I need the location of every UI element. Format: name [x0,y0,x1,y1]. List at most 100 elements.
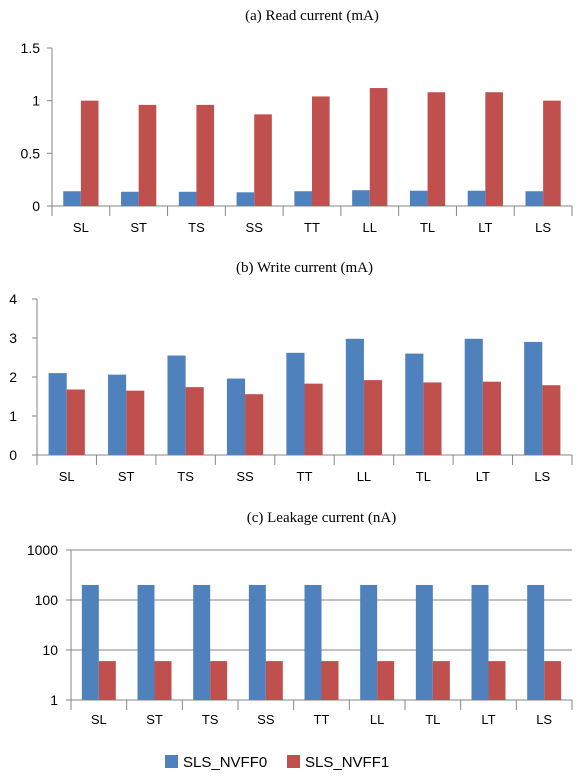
bar-series0-LS [525,191,544,206]
bar-series1-LS [542,385,561,455]
bar-series1-LS [543,100,561,206]
bar-series1-TT [321,661,339,700]
bar-series1-TT [312,96,330,206]
bar-series1-ST [138,104,157,206]
bar-series0-LL [345,338,364,455]
x-tick-label: TS [177,469,194,484]
bar-series0-ST [108,374,127,455]
bar-series1-SS [265,661,283,700]
y-tick-label: 1.5 [21,40,41,56]
subplot-1: (b) Write current (mA) 0 1 2 3 4 SL ST TS SS TT LL T… [9,260,573,484]
x-tick-label: ST [118,469,135,484]
chart-title: (a) Read current (mA) [245,8,379,24]
x-tick-label: ST [146,712,163,727]
bar-series0-SS [226,378,246,455]
bar-series1-TL [423,382,442,455]
x-tick-label: LL [363,220,377,235]
y-tick-label: 1000 [27,542,58,558]
bar-series1-TS [210,661,228,700]
x-tick-label: LS [535,220,551,235]
bar-series1-SL [80,100,99,206]
bar-series1-SL [66,389,85,455]
x-tick-label: LT [481,712,495,727]
x-tick-label: TL [420,220,435,235]
bar-series0-LS [524,341,543,455]
x-tick-label: LL [370,712,384,727]
chart-title: (c) Leakage current (nA) [247,510,397,526]
legend-label-series0: SLS_NVFF0 [183,754,267,771]
bar-series0-SS [236,192,255,206]
bar-series1-TL [427,92,446,206]
x-tick-label: SS [246,220,264,235]
x-tick-label: LS [534,469,550,484]
x-tick-label: SL [91,712,107,727]
subplot-0: (a) Read current (mA) 0 0.5 1 1.5 SL ST TS SS TT L… [21,8,573,235]
x-tick-label: LL [357,469,371,484]
bar-series0-TS [178,191,197,206]
x-tick-label: SS [257,712,275,727]
bar-series1-TL [432,661,450,700]
legend: SLS_NVFF0 SLS_NVFF1 [165,754,389,771]
x-tick-label: ST [130,220,147,235]
bar-series0-SL [81,584,99,700]
x-tick-label: TS [188,220,205,235]
bar-series0-TL [415,584,433,700]
x-tick-label: TT [297,469,313,484]
y-tick-label: 1 [32,93,40,109]
bar-series0-TS [167,355,186,455]
x-tick-label: TT [314,712,330,727]
y-tick-label: 0 [32,198,40,214]
y-tick-label: 0 [9,447,17,463]
bar-series1-TS [196,104,215,206]
bar-series0-LT [471,584,489,700]
bar-series0-LT [467,190,486,206]
x-tick-label: LT [478,220,492,235]
bar-series0-SS [248,584,266,700]
bar-series1-ST [154,661,172,700]
bar-series0-TT [286,352,305,455]
x-tick-label: LS [536,712,552,727]
bar-series1-SS [254,114,272,206]
x-tick-label: SS [236,469,254,484]
bar-series1-LL [377,661,395,700]
bar-series1-LL [369,88,388,206]
y-tick-label: 4 [9,291,17,307]
bar-series1-SS [245,394,264,455]
x-tick-label: TL [416,469,431,484]
bar-series0-TS [193,584,211,700]
legend-swatch-series1 [287,755,300,768]
subplots: (a) Read current (mA) 0 0.5 1 1.5 SL ST TS SS TT L… [9,8,573,727]
bar-series0-ST [137,584,155,700]
bar-series0-ST [121,191,139,206]
chart-title: (b) Write current (mA) [236,260,373,276]
legend-label-series1: SLS_NVFF1 [305,754,389,771]
legend-swatch-series0 [165,755,178,768]
bar-series1-ST [126,390,145,455]
y-tick-label: 1 [50,692,58,708]
x-tick-label: LT [476,469,490,484]
bar-series0-TT [294,191,312,206]
y-tick-label: 1 [9,408,17,424]
x-tick-label: SL [59,469,75,484]
bar-series0-LL [360,584,378,700]
bar-series0-TL [409,190,428,206]
y-tick-label: 0.5 [21,145,41,161]
bar-series0-TT [304,584,322,700]
bar-series0-SL [48,373,67,455]
x-tick-label: TL [425,712,440,727]
bar-series1-LT [485,92,503,206]
subplot-2: (c) Leakage current (nA) 1 10 100 1000 SL ST TS… [27,510,573,727]
bar-series0-LT [464,338,483,455]
bar-series0-LL [352,190,370,206]
y-tick-label: 3 [9,330,17,346]
x-tick-label: TT [304,220,320,235]
bar-series1-TT [304,383,323,455]
bar-series0-LS [527,584,545,700]
bar-series0-SL [63,191,81,206]
bar-series1-LT [488,661,506,700]
y-tick-label: 2 [9,369,17,385]
y-tick-label: 10 [42,642,58,658]
bar-series0-TL [405,353,424,455]
x-tick-label: TS [202,712,219,727]
